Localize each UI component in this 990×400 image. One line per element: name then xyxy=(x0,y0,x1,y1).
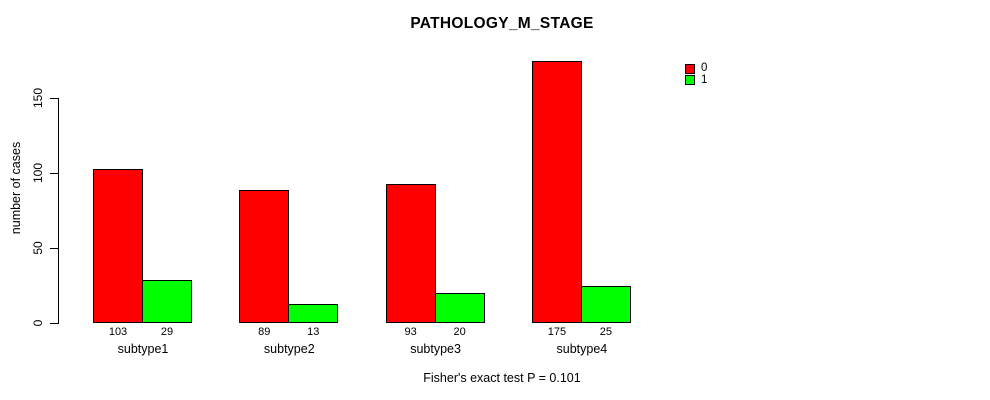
y-axis-tick xyxy=(50,323,58,324)
legend-swatch-icon xyxy=(685,75,695,86)
legend-item: 0 xyxy=(685,63,707,75)
bar-value-label: 89 xyxy=(258,326,271,338)
annotation-text: Fisher's exact test P = 0.101 xyxy=(423,371,581,385)
y-axis-tick-label: 50 xyxy=(31,241,45,255)
x-axis-category-label: subtype1 xyxy=(117,342,169,356)
bar-value-label: 25 xyxy=(599,326,613,338)
bar-subtype1-1 xyxy=(142,279,192,323)
legend-swatch-icon xyxy=(685,63,695,74)
legend-label: 1 xyxy=(701,73,708,86)
y-axis-tick-label: 150 xyxy=(31,87,45,109)
x-axis-category-label: subtype2 xyxy=(263,342,315,356)
bar-value-label: 29 xyxy=(160,326,174,338)
bar-subtype1-0 xyxy=(93,168,143,323)
chart-title: PATHOLOGY_M_STAGE xyxy=(410,15,594,32)
y-axis-tick-label: 100 xyxy=(31,162,45,184)
bar-subtype3-1 xyxy=(434,293,485,323)
bar-value-label: 20 xyxy=(453,326,466,338)
y-axis-line xyxy=(58,98,59,324)
y-axis-label-text: number of cases xyxy=(9,141,23,235)
bar-value-label: 13 xyxy=(307,326,320,338)
y-axis-tick xyxy=(50,98,58,99)
bar-value-label: 93 xyxy=(404,326,417,338)
legend-label: 0 xyxy=(701,62,708,75)
bar-subtype4-1 xyxy=(580,285,631,323)
bar-subtype3-0 xyxy=(385,183,436,323)
bar-subtype2-1 xyxy=(288,303,339,323)
y-axis-tick xyxy=(50,173,58,174)
bar-subtype4-0 xyxy=(531,60,582,323)
y-axis-tick-label: 0 xyxy=(31,319,45,327)
legend-item: 1 xyxy=(685,73,708,87)
bar-subtype2-0 xyxy=(239,189,290,323)
x-axis-category-label: subtype4 xyxy=(556,342,608,356)
y-axis-tick xyxy=(50,248,58,249)
x-axis-category-label: subtype3 xyxy=(410,342,461,356)
bar-value-label: 175 xyxy=(547,326,567,338)
bar-value-label: 103 xyxy=(108,326,128,338)
